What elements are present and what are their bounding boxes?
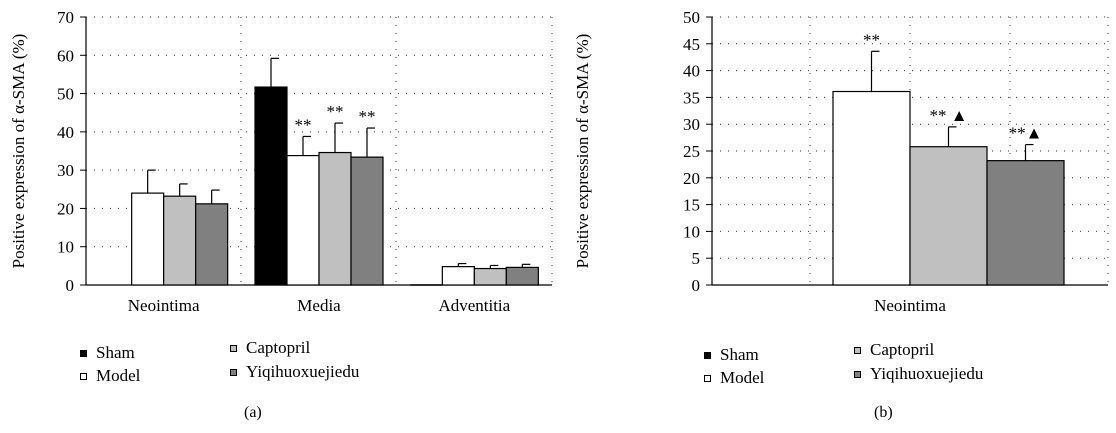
x-tick-label: Adventitia bbox=[438, 296, 510, 315]
legend-item-captopril-b: Captopril bbox=[854, 340, 934, 360]
bar-model-adventitia bbox=[441, 266, 475, 286]
legend-item-model: Model bbox=[80, 366, 140, 386]
y-tick-label: 10 bbox=[683, 222, 700, 241]
bar-model-media bbox=[286, 154, 320, 286]
legend-item-sham: Sham bbox=[80, 343, 135, 363]
y-tick-label: 50 bbox=[683, 8, 700, 27]
chart-panel-a: 0 10 20 30 40 50 60 70 Positive expression of α-… bbox=[9, 8, 553, 421]
legend-item-yiqi: Yiqihuoxuejiedu bbox=[230, 362, 359, 382]
bar-model-neointima bbox=[832, 90, 911, 286]
y-tick-label: 25 bbox=[683, 142, 700, 161]
x-tick-label: Neointima bbox=[874, 296, 946, 315]
legend-swatch-model-b bbox=[704, 374, 711, 382]
significance-label: ** bbox=[863, 30, 880, 49]
legend-swatch-captopril-b bbox=[854, 346, 861, 354]
legend-item-model-b: Model bbox=[704, 368, 764, 388]
y-tick-label: 20 bbox=[683, 169, 700, 188]
bar-captopril-adventitia bbox=[473, 267, 507, 286]
y-tick-label: 60 bbox=[57, 46, 74, 65]
significance-label: ** bbox=[359, 107, 376, 126]
legend-swatch-yiqi bbox=[230, 368, 237, 376]
bar-yiqihuoxuejiedu-neointima bbox=[986, 160, 1065, 286]
legend-item-captopril: Captopril bbox=[230, 338, 310, 358]
y-tick-label: 50 bbox=[57, 85, 74, 104]
y-tick-label: 45 bbox=[683, 35, 700, 54]
significance-label: **▲ bbox=[1009, 124, 1043, 143]
y-tick-label: 10 bbox=[57, 238, 74, 257]
y-tick-label: 15 bbox=[683, 196, 700, 215]
y-tick-label: 40 bbox=[57, 123, 74, 142]
bar-chart-a: 0 10 20 30 40 50 60 70 Positive expression of α-… bbox=[9, 8, 553, 315]
bar-model-neointima bbox=[131, 192, 165, 286]
legend-label-sham-b: Sham bbox=[720, 345, 759, 364]
legend-swatch-captopril bbox=[230, 344, 237, 352]
significance-label: ** bbox=[327, 102, 344, 121]
legend-swatch-sham-b bbox=[704, 351, 711, 359]
y-tick-label: 70 bbox=[57, 8, 74, 27]
bar-captopril-media bbox=[318, 151, 352, 286]
legend-swatch-model bbox=[80, 372, 87, 380]
legend-label-yiqi-b: Yiqihuoxuejiedu bbox=[870, 364, 984, 383]
y-tick-label: 0 bbox=[66, 276, 75, 295]
y-tick-label: 5 bbox=[692, 249, 701, 268]
bar-captopril-neointima bbox=[163, 195, 197, 286]
y-tick-label: 0 bbox=[692, 276, 701, 295]
bar-yiqihuoxuejiedu-media bbox=[350, 156, 384, 286]
legend-swatch-sham bbox=[80, 349, 87, 357]
panel-label-b: (b) bbox=[874, 404, 893, 421]
y-axis-label: Positive expression of α-SMA (%) bbox=[573, 34, 592, 269]
legend-label-captopril: Captopril bbox=[246, 338, 311, 357]
bar-chart-b: 0 5 10 15 20 25 30 35 40 45 50 Positive expression … bbox=[573, 8, 1109, 315]
y-tick-label: 30 bbox=[57, 161, 74, 180]
y-tick-label: 40 bbox=[683, 62, 700, 81]
legend-swatch-yiqi-b bbox=[854, 370, 861, 378]
legend-label-captopril-b: Captopril bbox=[870, 340, 935, 359]
y-tick-label: 20 bbox=[57, 199, 74, 218]
legend-item-yiqi-b: Yiqihuoxuejiedu bbox=[854, 364, 983, 384]
bar-yiqihuoxuejiedu-neointima bbox=[195, 203, 229, 286]
legend-label-model: Model bbox=[96, 366, 141, 385]
bar-captopril-neointima bbox=[909, 146, 988, 286]
x-tick-label: Media bbox=[297, 296, 341, 315]
bar-sham-media bbox=[254, 86, 288, 286]
legend-label-yiqi: Yiqihuoxuejiedu bbox=[246, 362, 360, 381]
x-tick-label: Neointima bbox=[128, 296, 200, 315]
y-axis-label: Positive expression of α-SMA (%) bbox=[9, 34, 28, 269]
y-tick-label: 35 bbox=[683, 88, 700, 107]
chart-panel-b: 0 5 10 15 20 25 30 35 40 45 50 Positive expression … bbox=[560, 0, 1116, 433]
legend-label-model-b: Model bbox=[720, 368, 765, 387]
significance-label: ** bbox=[295, 115, 312, 134]
legend-label-sham: Sham bbox=[96, 343, 135, 362]
y-tick-label: 30 bbox=[683, 115, 700, 134]
bar-yiqihuoxuejiedu-adventitia bbox=[505, 266, 539, 286]
panel-label-a: (a) bbox=[244, 404, 262, 421]
legend-item-sham-b: Sham bbox=[704, 345, 759, 365]
significance-label: ** ▲ bbox=[929, 106, 967, 125]
